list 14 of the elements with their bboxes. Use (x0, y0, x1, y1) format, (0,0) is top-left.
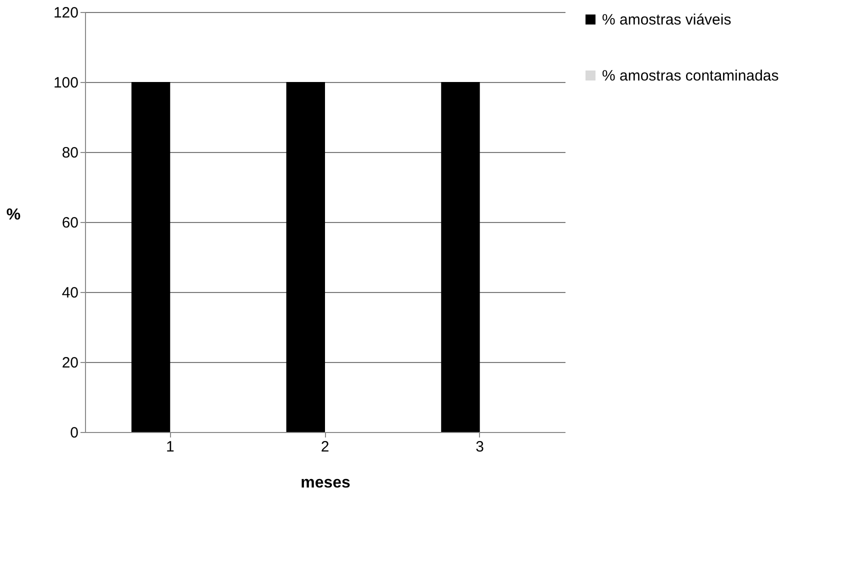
y-tick-label: 60 (62, 214, 78, 232)
y-axis-title: % (6, 206, 21, 224)
x-axis-title: meses (300, 474, 351, 492)
y-tick-label: 120 (53, 4, 78, 22)
y-tick-label: 80 (62, 144, 78, 162)
x-tick-label: 3 (476, 438, 484, 456)
x-tick-label: 2 (320, 438, 330, 456)
legend-label: % amostras viáveis (602, 12, 732, 28)
y-tick-label: 100 (53, 74, 78, 92)
x-tick-label: 1 (166, 438, 174, 456)
y-tick-label: 20 (62, 354, 78, 372)
y-tick-label: 0 (70, 424, 78, 442)
y-tick-label: 40 (62, 284, 78, 302)
legend-label: % amostras contaminadas (602, 68, 779, 84)
